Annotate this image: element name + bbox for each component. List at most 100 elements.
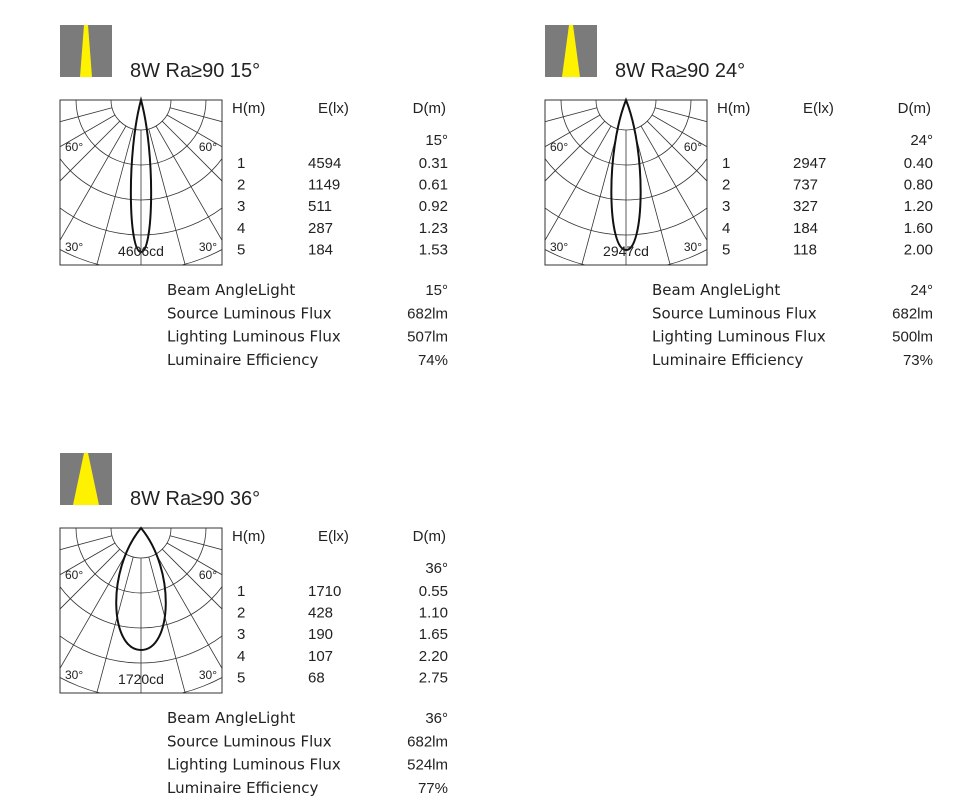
- table-header: E(lx): [318, 100, 349, 117]
- polar-label: 60°: [199, 140, 217, 154]
- polar-label: 30°: [684, 240, 702, 254]
- polar-ray: [155, 553, 222, 670]
- polar-center-label: 4606cd: [118, 243, 164, 259]
- polar-ray: [161, 548, 222, 610]
- light-lobe: [115, 526, 167, 652]
- polar-ray: [640, 125, 707, 242]
- table-cell: 0.61: [419, 177, 448, 194]
- spec-value: 36°: [425, 710, 448, 727]
- spec-label: Lighting Luminous Flux: [167, 328, 341, 346]
- table-header: E(lx): [803, 100, 834, 117]
- table-header: E(lx): [318, 528, 349, 545]
- table-cell: 4594: [308, 155, 341, 172]
- table-cell: 3: [722, 198, 730, 215]
- table-angle: 24°: [910, 132, 933, 149]
- table-cell: 1: [237, 583, 245, 600]
- spec-value: 524lm: [407, 757, 448, 774]
- spec-label: Beam AngleLight: [167, 709, 295, 727]
- polar-ray: [60, 535, 113, 551]
- spec-value: 500lm: [892, 329, 933, 346]
- spec-panel: 8W Ra≥90 15° 60° 60° 30° 30° 4606cd H(m) E(lx) D…: [0, 0, 448, 369]
- polar-diagram: 60° 60° 30° 30° 4606cd: [0, 0, 346, 305]
- polar-ray: [148, 556, 186, 693]
- beam-icon-cone: [73, 453, 99, 505]
- spec-value: 507lm: [407, 329, 448, 346]
- table-cell: 4: [722, 220, 730, 237]
- polar-ray: [166, 114, 222, 148]
- table-cell: 5: [237, 669, 245, 686]
- polar-center-label: 1720cd: [118, 671, 164, 687]
- spec-label: Beam AngleLight: [652, 281, 780, 299]
- beam-icon-cone: [562, 25, 580, 77]
- table-cell: 5: [722, 241, 730, 258]
- table-cell: 737: [793, 177, 818, 194]
- table-cell: 0.40: [904, 155, 933, 172]
- polar-ring: [60, 248, 222, 265]
- table-header: H(m): [717, 100, 750, 117]
- polar-label: 30°: [550, 240, 568, 254]
- polar-label: 60°: [65, 140, 83, 154]
- spec-label: Source Luminous Flux: [167, 304, 332, 322]
- polar-center-label: 2947cd: [603, 243, 649, 259]
- spec-label: Source Luminous Flux: [652, 304, 817, 322]
- panel-title: 8W Ra≥90 36°: [130, 488, 260, 510]
- table-cell: 184: [308, 241, 333, 258]
- table-cell: 4: [237, 648, 245, 665]
- polar-ring: [0, 0, 346, 305]
- spec-value: 73%: [903, 352, 933, 369]
- panel-title: 8W Ra≥90 15°: [130, 60, 260, 82]
- table-angle: 15°: [425, 132, 448, 149]
- table-cell: 1.23: [419, 220, 448, 237]
- polar-ray: [169, 107, 222, 123]
- polar-ray: [161, 120, 222, 182]
- table-header: D(m): [898, 100, 931, 117]
- spec-value: 682lm: [407, 733, 448, 750]
- spec-value: 682lm: [892, 305, 933, 322]
- polar-label: 60°: [684, 140, 702, 154]
- polar-label: 30°: [65, 668, 83, 682]
- polar-ray: [96, 128, 134, 265]
- polar-ray: [60, 114, 116, 148]
- table-header: H(m): [232, 528, 265, 545]
- polar-ray: [60, 107, 113, 123]
- table-cell: 511: [308, 198, 332, 215]
- light-lobe: [610, 97, 642, 252]
- polar-ray: [60, 553, 127, 670]
- polar-label: 30°: [65, 240, 83, 254]
- polar-ray: [545, 120, 606, 182]
- spec-value: 682lm: [407, 305, 448, 322]
- spec-value: 77%: [418, 780, 448, 797]
- table-cell: 1.53: [419, 241, 448, 258]
- spec-label: Lighting Luminous Flux: [167, 756, 341, 774]
- table-cell: 1: [722, 155, 730, 172]
- table-cell: 1.10: [419, 605, 448, 622]
- polar-ray: [166, 542, 222, 576]
- table-cell: 0.31: [419, 155, 448, 172]
- spec-label: Source Luminous Flux: [167, 732, 332, 750]
- polar-label: 30°: [199, 240, 217, 254]
- table-cell: 184: [793, 220, 818, 237]
- polar-diagram: 60° 60° 30° 30° 2947cd: [544, 97, 708, 266]
- polar-ray: [545, 125, 612, 242]
- table-cell: 118: [793, 241, 817, 258]
- table-cell: 5: [237, 241, 245, 258]
- table-cell: 68: [308, 669, 325, 686]
- polar-ray: [646, 120, 707, 182]
- polar-ray: [60, 548, 121, 610]
- spec-value: 15°: [425, 282, 448, 299]
- table-cell: 0.80: [904, 177, 933, 194]
- beam-icon-cone: [80, 25, 92, 77]
- polar-grid: [545, 100, 707, 265]
- table-cell: 428: [308, 605, 333, 622]
- table-cell: 2.20: [419, 648, 448, 665]
- polar-ray: [581, 128, 619, 265]
- table-cell: 1149: [308, 177, 340, 194]
- table-cell: 190: [308, 626, 333, 643]
- table-header: H(m): [232, 100, 265, 117]
- panel-title: 8W Ra≥90 24°: [615, 60, 745, 82]
- table-cell: 1710: [308, 583, 341, 600]
- spec-panel: 8W Ra≥90 36° 60° 60° 30° 30° 1720cd H(m) E(lx) D…: [59, 453, 448, 797]
- polar-label: 60°: [65, 568, 83, 582]
- polar-ray: [654, 107, 707, 123]
